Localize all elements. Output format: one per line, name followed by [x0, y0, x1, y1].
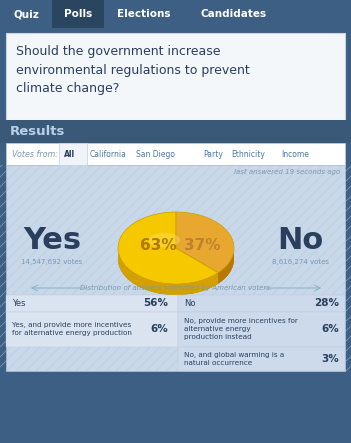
Text: No: No [184, 299, 196, 308]
Text: 63%: 63% [140, 237, 176, 253]
Text: Elections: Elections [117, 9, 171, 19]
Polygon shape [118, 212, 218, 284]
Bar [52, 0, 104, 28]
Text: Results: Results [10, 125, 65, 138]
Bar [178, 347, 345, 371]
Text: Yes: Yes [12, 299, 26, 308]
Bar [59, 143, 87, 165]
Bar [178, 295, 345, 312]
Text: No, and global warming is a
natural occurrence: No, and global warming is a natural occu… [184, 352, 284, 366]
Text: 56%: 56% [143, 299, 168, 308]
Text: Yes: Yes [23, 225, 81, 254]
Text: Ethnicity: Ethnicity [231, 149, 265, 159]
Bar [0, 0, 52, 28]
Text: 28%: 28% [314, 299, 339, 308]
Text: No, provide more incentives for
alternative energy
production instead: No, provide more incentives for alternat… [184, 319, 298, 341]
Bar [0, 28, 351, 33]
Text: San Diego: San Diego [137, 149, 176, 159]
Text: All: All [65, 149, 75, 159]
Text: Candidates: Candidates [201, 9, 267, 19]
Bar [184, 0, 284, 28]
Polygon shape [118, 248, 218, 295]
Text: last answered 19 seconds ago: last answered 19 seconds ago [234, 169, 340, 175]
Text: 14,547,692 votes: 14,547,692 votes [21, 259, 82, 265]
Text: 6%: 6% [321, 325, 339, 334]
Text: 3%: 3% [321, 354, 339, 364]
Text: Yes, and provide more incentives
for alternative energy production: Yes, and provide more incentives for alt… [12, 323, 132, 337]
Text: 37%: 37% [184, 237, 220, 253]
Text: Votes from:: Votes from: [12, 149, 58, 159]
Bar [6, 295, 178, 312]
Text: California: California [90, 149, 126, 159]
Text: Party: Party [203, 149, 223, 159]
Text: No: No [277, 225, 323, 254]
Text: Should the government increase
environmental regulations to prevent
climate chan: Should the government increase environme… [16, 45, 250, 95]
Text: 6%: 6% [150, 325, 168, 334]
Ellipse shape [118, 223, 234, 295]
Bar [0, 120, 351, 143]
Text: Quiz: Quiz [13, 9, 39, 19]
Text: 8,616,274 votes: 8,616,274 votes [272, 259, 329, 265]
Bar [178, 312, 345, 347]
Bar [6, 165, 345, 371]
Bar [0, 0, 351, 28]
Bar [6, 33, 345, 120]
Polygon shape [218, 248, 234, 284]
Bar [6, 143, 345, 165]
Bar [6, 312, 178, 347]
Ellipse shape [148, 233, 180, 247]
Text: Distribution of answers submitted by American voters.: Distribution of answers submitted by Ame… [80, 285, 272, 291]
Bar [104, 0, 184, 28]
Polygon shape [176, 212, 234, 272]
Text: Income: Income [281, 149, 309, 159]
Text: Polls: Polls [64, 9, 92, 19]
